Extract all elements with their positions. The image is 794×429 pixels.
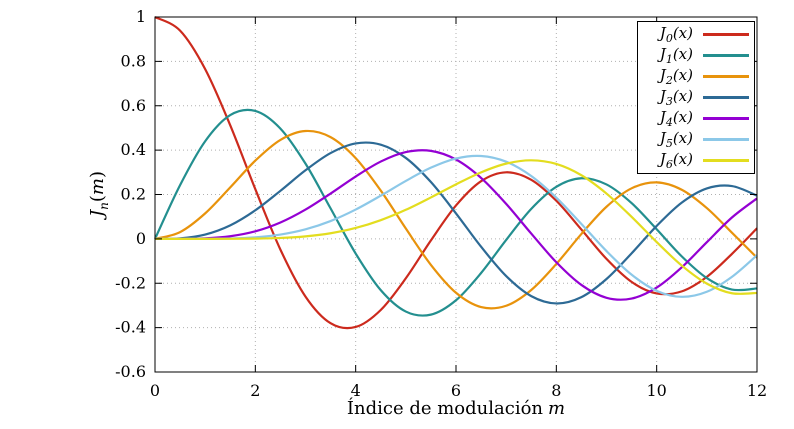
legend-line-sample — [703, 117, 749, 120]
legend-item: J1(x) — [660, 45, 749, 66]
legend: J0(x) J1(x) J2(x) J3(x) J4(x) J5(x) J6(x) — [636, 21, 755, 174]
x-tick-label: 6 — [451, 381, 461, 400]
x-tick-label: 0 — [150, 381, 160, 400]
x-axis-label: Índice de modulación m — [347, 398, 565, 419]
legend-item: J4(x) — [660, 108, 749, 129]
y-tick-label: 0.6 — [121, 96, 146, 115]
legend-item: J5(x) — [660, 129, 749, 150]
legend-label: J5(x) — [659, 129, 693, 150]
legend-label: J3(x) — [659, 87, 693, 108]
y-label-open: ( — [87, 195, 109, 203]
y-axis-label: Jn(m) — [87, 171, 111, 217]
curve-j5 — [154, 154, 758, 298]
legend-label: J4(x) — [659, 108, 693, 129]
legend-line-sample — [703, 75, 749, 78]
y-tick-label: 0.2 — [121, 185, 146, 204]
y-tick-label: 0 — [136, 229, 146, 248]
x-label-var: m — [548, 398, 566, 419]
y-tick-label: -0.6 — [115, 362, 146, 381]
x-tick-label: 12 — [747, 381, 767, 400]
legend-item: J6(x) — [660, 150, 749, 171]
legend-label: J2(x) — [659, 66, 693, 87]
legend-line-sample — [703, 96, 749, 99]
legend-item: J2(x) — [660, 66, 749, 87]
legend-item: J0(x) — [660, 24, 749, 45]
grid — [155, 17, 757, 372]
y-tick-label: -0.2 — [115, 273, 146, 292]
legend-label: J6(x) — [659, 150, 693, 171]
curve-j6 — [154, 159, 758, 295]
x-tick-label: 8 — [551, 381, 561, 400]
y-tick-label: 0.4 — [121, 140, 146, 159]
y-label-close: ) — [87, 170, 109, 178]
y-tick-label: 0.8 — [121, 51, 146, 70]
legend-label: J1(x) — [659, 45, 693, 66]
curve-j3 — [154, 141, 758, 305]
curve-j2 — [154, 129, 758, 310]
legend-line-sample — [703, 159, 749, 162]
x-tick-label: 4 — [351, 381, 361, 400]
legend-line-sample — [703, 33, 749, 36]
x-tick-label: 2 — [250, 381, 260, 400]
legend-line-sample — [703, 138, 749, 141]
y-tick-label: -0.4 — [115, 318, 146, 337]
x-label-text: Índice de modulación — [346, 398, 544, 419]
legend-line-sample — [703, 54, 749, 57]
plot-border — [154, 16, 758, 373]
x-tick-label: 10 — [646, 381, 666, 400]
curve-j0 — [154, 16, 758, 330]
y-label-var: m — [87, 177, 109, 196]
y-tick-label: 1 — [136, 7, 146, 26]
curve-j1 — [154, 108, 758, 317]
series-curves — [154, 16, 758, 330]
legend-item: J3(x) — [660, 87, 749, 108]
y-label-sub: n — [96, 202, 111, 210]
y-label-func: J — [87, 209, 109, 218]
legend-label: J0(x) — [659, 24, 693, 45]
